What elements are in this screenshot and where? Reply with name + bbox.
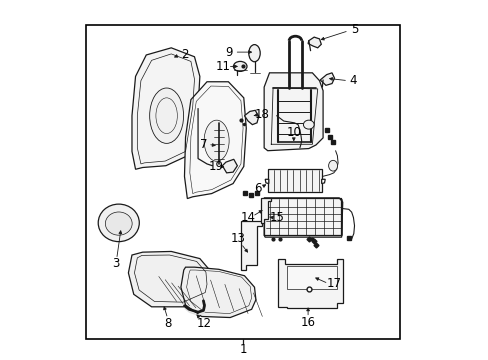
Ellipse shape xyxy=(98,204,139,242)
Polygon shape xyxy=(307,37,321,48)
Text: 3: 3 xyxy=(112,257,120,270)
Text: 14: 14 xyxy=(240,211,255,224)
Text: 15: 15 xyxy=(269,211,284,224)
Polygon shape xyxy=(264,179,268,184)
Polygon shape xyxy=(264,198,342,237)
Text: 17: 17 xyxy=(325,277,341,290)
Text: 12: 12 xyxy=(197,317,212,330)
Text: 7: 7 xyxy=(199,138,207,151)
Ellipse shape xyxy=(328,160,337,171)
Polygon shape xyxy=(222,159,237,173)
Polygon shape xyxy=(321,179,325,184)
Polygon shape xyxy=(181,267,255,318)
Polygon shape xyxy=(128,251,212,307)
Polygon shape xyxy=(244,111,258,125)
Text: 9: 9 xyxy=(225,46,233,59)
Polygon shape xyxy=(132,48,200,169)
Text: 5: 5 xyxy=(350,23,358,36)
Polygon shape xyxy=(264,73,323,151)
Text: 6: 6 xyxy=(254,183,261,195)
Ellipse shape xyxy=(105,212,132,235)
Text: 8: 8 xyxy=(163,317,171,330)
Polygon shape xyxy=(260,198,271,223)
Polygon shape xyxy=(320,73,334,85)
Ellipse shape xyxy=(149,88,183,143)
Text: 1: 1 xyxy=(239,343,246,356)
Ellipse shape xyxy=(248,45,260,62)
Text: 18: 18 xyxy=(254,108,268,121)
Polygon shape xyxy=(184,82,246,199)
Polygon shape xyxy=(241,221,261,270)
Bar xyxy=(85,24,399,339)
Text: 16: 16 xyxy=(300,316,315,329)
Polygon shape xyxy=(278,258,342,308)
Text: 19: 19 xyxy=(208,160,223,173)
Ellipse shape xyxy=(233,62,246,71)
FancyBboxPatch shape xyxy=(267,168,322,192)
Text: 4: 4 xyxy=(349,74,356,87)
Text: 13: 13 xyxy=(230,233,245,246)
Ellipse shape xyxy=(203,120,229,161)
Text: 2: 2 xyxy=(181,48,188,61)
Text: 10: 10 xyxy=(286,126,301,139)
Text: 11: 11 xyxy=(215,60,230,73)
Ellipse shape xyxy=(303,120,313,129)
Polygon shape xyxy=(287,266,336,289)
